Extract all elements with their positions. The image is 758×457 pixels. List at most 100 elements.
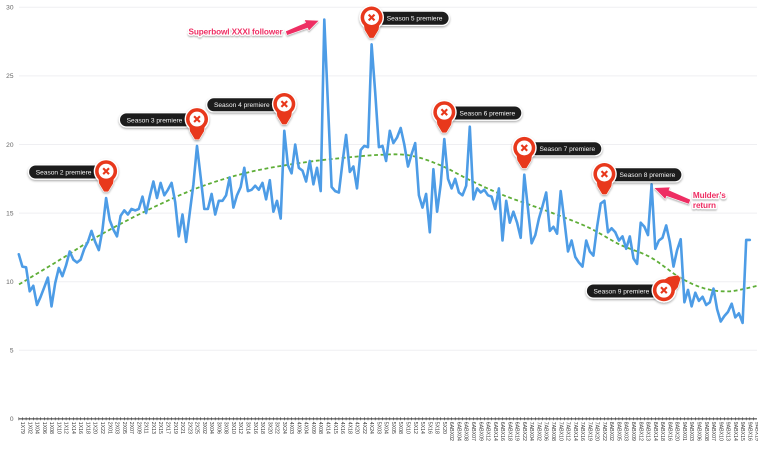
svg-text:Season 8 premiere: Season 8 premiere (620, 172, 676, 179)
svg-text:2X13: 2X13 (150, 422, 156, 434)
svg-text:3X18: 3X18 (259, 422, 265, 434)
svg-text:3X12: 3X12 (237, 422, 243, 434)
svg-text:9ABX16: 9ABX16 (746, 422, 752, 441)
svg-text:8ABX13: 8ABX13 (645, 422, 651, 441)
svg-text:6ABX07: 6ABX07 (470, 422, 476, 441)
svg-text:6ABX09: 6ABX09 (477, 422, 483, 441)
svg-text:2X11: 2X11 (143, 422, 149, 434)
svg-text:Season 2 premiere: Season 2 premiere (36, 169, 92, 176)
svg-text:2X19: 2X19 (172, 422, 178, 434)
svg-text:4X16: 4X16 (339, 422, 345, 434)
svg-text:1X79: 1X79 (19, 422, 25, 434)
svg-text:9ABX07: 9ABX07 (710, 422, 716, 441)
svg-text:7ABX14: 7ABX14 (572, 422, 578, 441)
svg-text:1X10: 1X10 (55, 422, 61, 434)
svg-text:7ABX02: 7ABX02 (536, 422, 542, 441)
svg-text:4X06: 4X06 (295, 422, 301, 434)
svg-text:1X02: 1X02 (26, 422, 32, 434)
svg-text:6ABX12: 6ABX12 (485, 422, 491, 441)
svg-text:2X15: 2X15 (157, 422, 163, 434)
svg-text:Superbowl XXXI follower: Superbowl XXXI follower (189, 27, 284, 36)
svg-text:4X20: 4X20 (354, 422, 360, 434)
svg-text:Season 4 premiere: Season 4 premiere (214, 102, 270, 109)
svg-text:7ABX22: 7ABX22 (601, 422, 607, 441)
svg-text:2X25: 2X25 (194, 422, 200, 434)
svg-text:7ABX12: 7ABX12 (565, 422, 571, 441)
svg-text:6ABX18: 6ABX18 (506, 422, 512, 441)
svg-text:9ABX01: 9ABX01 (681, 422, 687, 441)
svg-text:7ABX04: 7ABX04 (528, 422, 534, 441)
svg-text:3X06: 3X06 (215, 422, 221, 434)
svg-text:8ABX12: 8ABX12 (637, 422, 643, 441)
svg-text:4X09: 4X09 (310, 422, 316, 434)
svg-text:2X07: 2X07 (128, 422, 134, 434)
svg-text:7ABX19: 7ABX19 (586, 422, 592, 441)
svg-text:5X14: 5X14 (419, 422, 425, 434)
svg-text:Season 6 premiere: Season 6 premiere (459, 110, 515, 117)
svg-text:3X24: 3X24 (281, 422, 287, 434)
svg-text:Mulder’s: Mulder’s (693, 191, 726, 200)
svg-text:9ABX15: 9ABX15 (739, 422, 745, 441)
svg-text:3X14: 3X14 (245, 422, 251, 434)
svg-text:9ABX14: 9ABX14 (732, 422, 738, 441)
svg-text:4X04: 4X04 (303, 422, 309, 434)
svg-text:2X05: 2X05 (121, 422, 127, 434)
svg-text:5: 5 (10, 348, 14, 355)
svg-text:3X04: 3X04 (208, 422, 214, 434)
svg-text:5X20: 5X20 (441, 422, 447, 434)
svg-text:0: 0 (10, 416, 14, 423)
svg-text:5X16: 5X16 (426, 422, 432, 434)
svg-text:Season 7 premiere: Season 7 premiere (539, 146, 595, 153)
svg-text:30: 30 (6, 5, 14, 12)
svg-text:6ABX22: 6ABX22 (521, 422, 527, 441)
svg-text:5X03: 5X03 (375, 422, 381, 434)
svg-text:8ABX02: 8ABX02 (608, 422, 614, 441)
svg-text:4X24: 4X24 (368, 422, 374, 434)
svg-text:7ABX06: 7ABX06 (543, 422, 549, 441)
svg-text:1X22: 1X22 (99, 422, 105, 434)
svg-text:7ABX16: 7ABX16 (579, 422, 585, 441)
svg-text:7ABX10: 7ABX10 (557, 422, 563, 441)
svg-text:4X08: 4X08 (317, 422, 323, 434)
svg-text:6ABX14: 6ABX14 (492, 422, 498, 441)
svg-text:1X04: 1X04 (34, 422, 40, 434)
svg-text:9ABX13: 9ABX13 (725, 422, 731, 441)
svg-text:5X10: 5X10 (405, 422, 411, 434)
svg-text:4X03: 4X03 (288, 422, 294, 434)
svg-text:6ABX02: 6ABX02 (448, 422, 454, 441)
svg-text:3X22: 3X22 (274, 422, 280, 434)
svg-text:2X09: 2X09 (135, 422, 141, 434)
svg-text:15: 15 (6, 210, 14, 217)
svg-text:9ABX08: 9ABX08 (703, 422, 709, 441)
svg-text:1X06: 1X06 (41, 422, 47, 434)
svg-text:5X18: 5X18 (434, 422, 440, 434)
svg-text:1X20: 1X20 (92, 422, 98, 434)
svg-text:9ABX19: 9ABX19 (754, 422, 758, 441)
svg-text:7ABX20: 7ABX20 (594, 422, 600, 441)
svg-text:4X22: 4X22 (361, 422, 367, 434)
svg-text:9ABX10: 9ABX10 (717, 422, 723, 441)
svg-text:4X14: 4X14 (325, 422, 331, 434)
svg-text:5X12: 5X12 (412, 422, 418, 434)
svg-text:1X16: 1X16 (77, 422, 83, 434)
svg-text:8ABX20: 8ABX20 (674, 422, 680, 441)
svg-text:4X18: 4X18 (346, 422, 352, 434)
svg-text:3X16: 3X16 (252, 422, 258, 434)
svg-text:8ABX05: 8ABX05 (616, 422, 622, 441)
svg-text:2X17: 2X17 (165, 422, 171, 434)
svg-text:Season 9 premiere: Season 9 premiere (594, 288, 650, 295)
svg-text:5X05: 5X05 (390, 422, 396, 434)
svg-text:2X21: 2X21 (179, 422, 185, 434)
svg-text:3X08: 3X08 (223, 422, 229, 434)
svg-text:3X10: 3X10 (230, 422, 236, 434)
svg-text:4X15: 4X15 (332, 422, 338, 434)
svg-text:Season 3 premiere: Season 3 premiere (127, 117, 183, 124)
svg-text:25: 25 (6, 73, 14, 80)
svg-text:2X03: 2X03 (114, 422, 120, 434)
svg-text:8ABX16: 8ABX16 (666, 422, 672, 441)
svg-text:9ABX03: 9ABX03 (688, 422, 694, 441)
svg-text:3X02: 3X02 (201, 422, 207, 434)
svg-text:5X08: 5X08 (397, 422, 403, 434)
svg-text:8ABX09: 8ABX09 (630, 422, 636, 441)
svg-text:9ABX06: 9ABX06 (696, 422, 702, 441)
